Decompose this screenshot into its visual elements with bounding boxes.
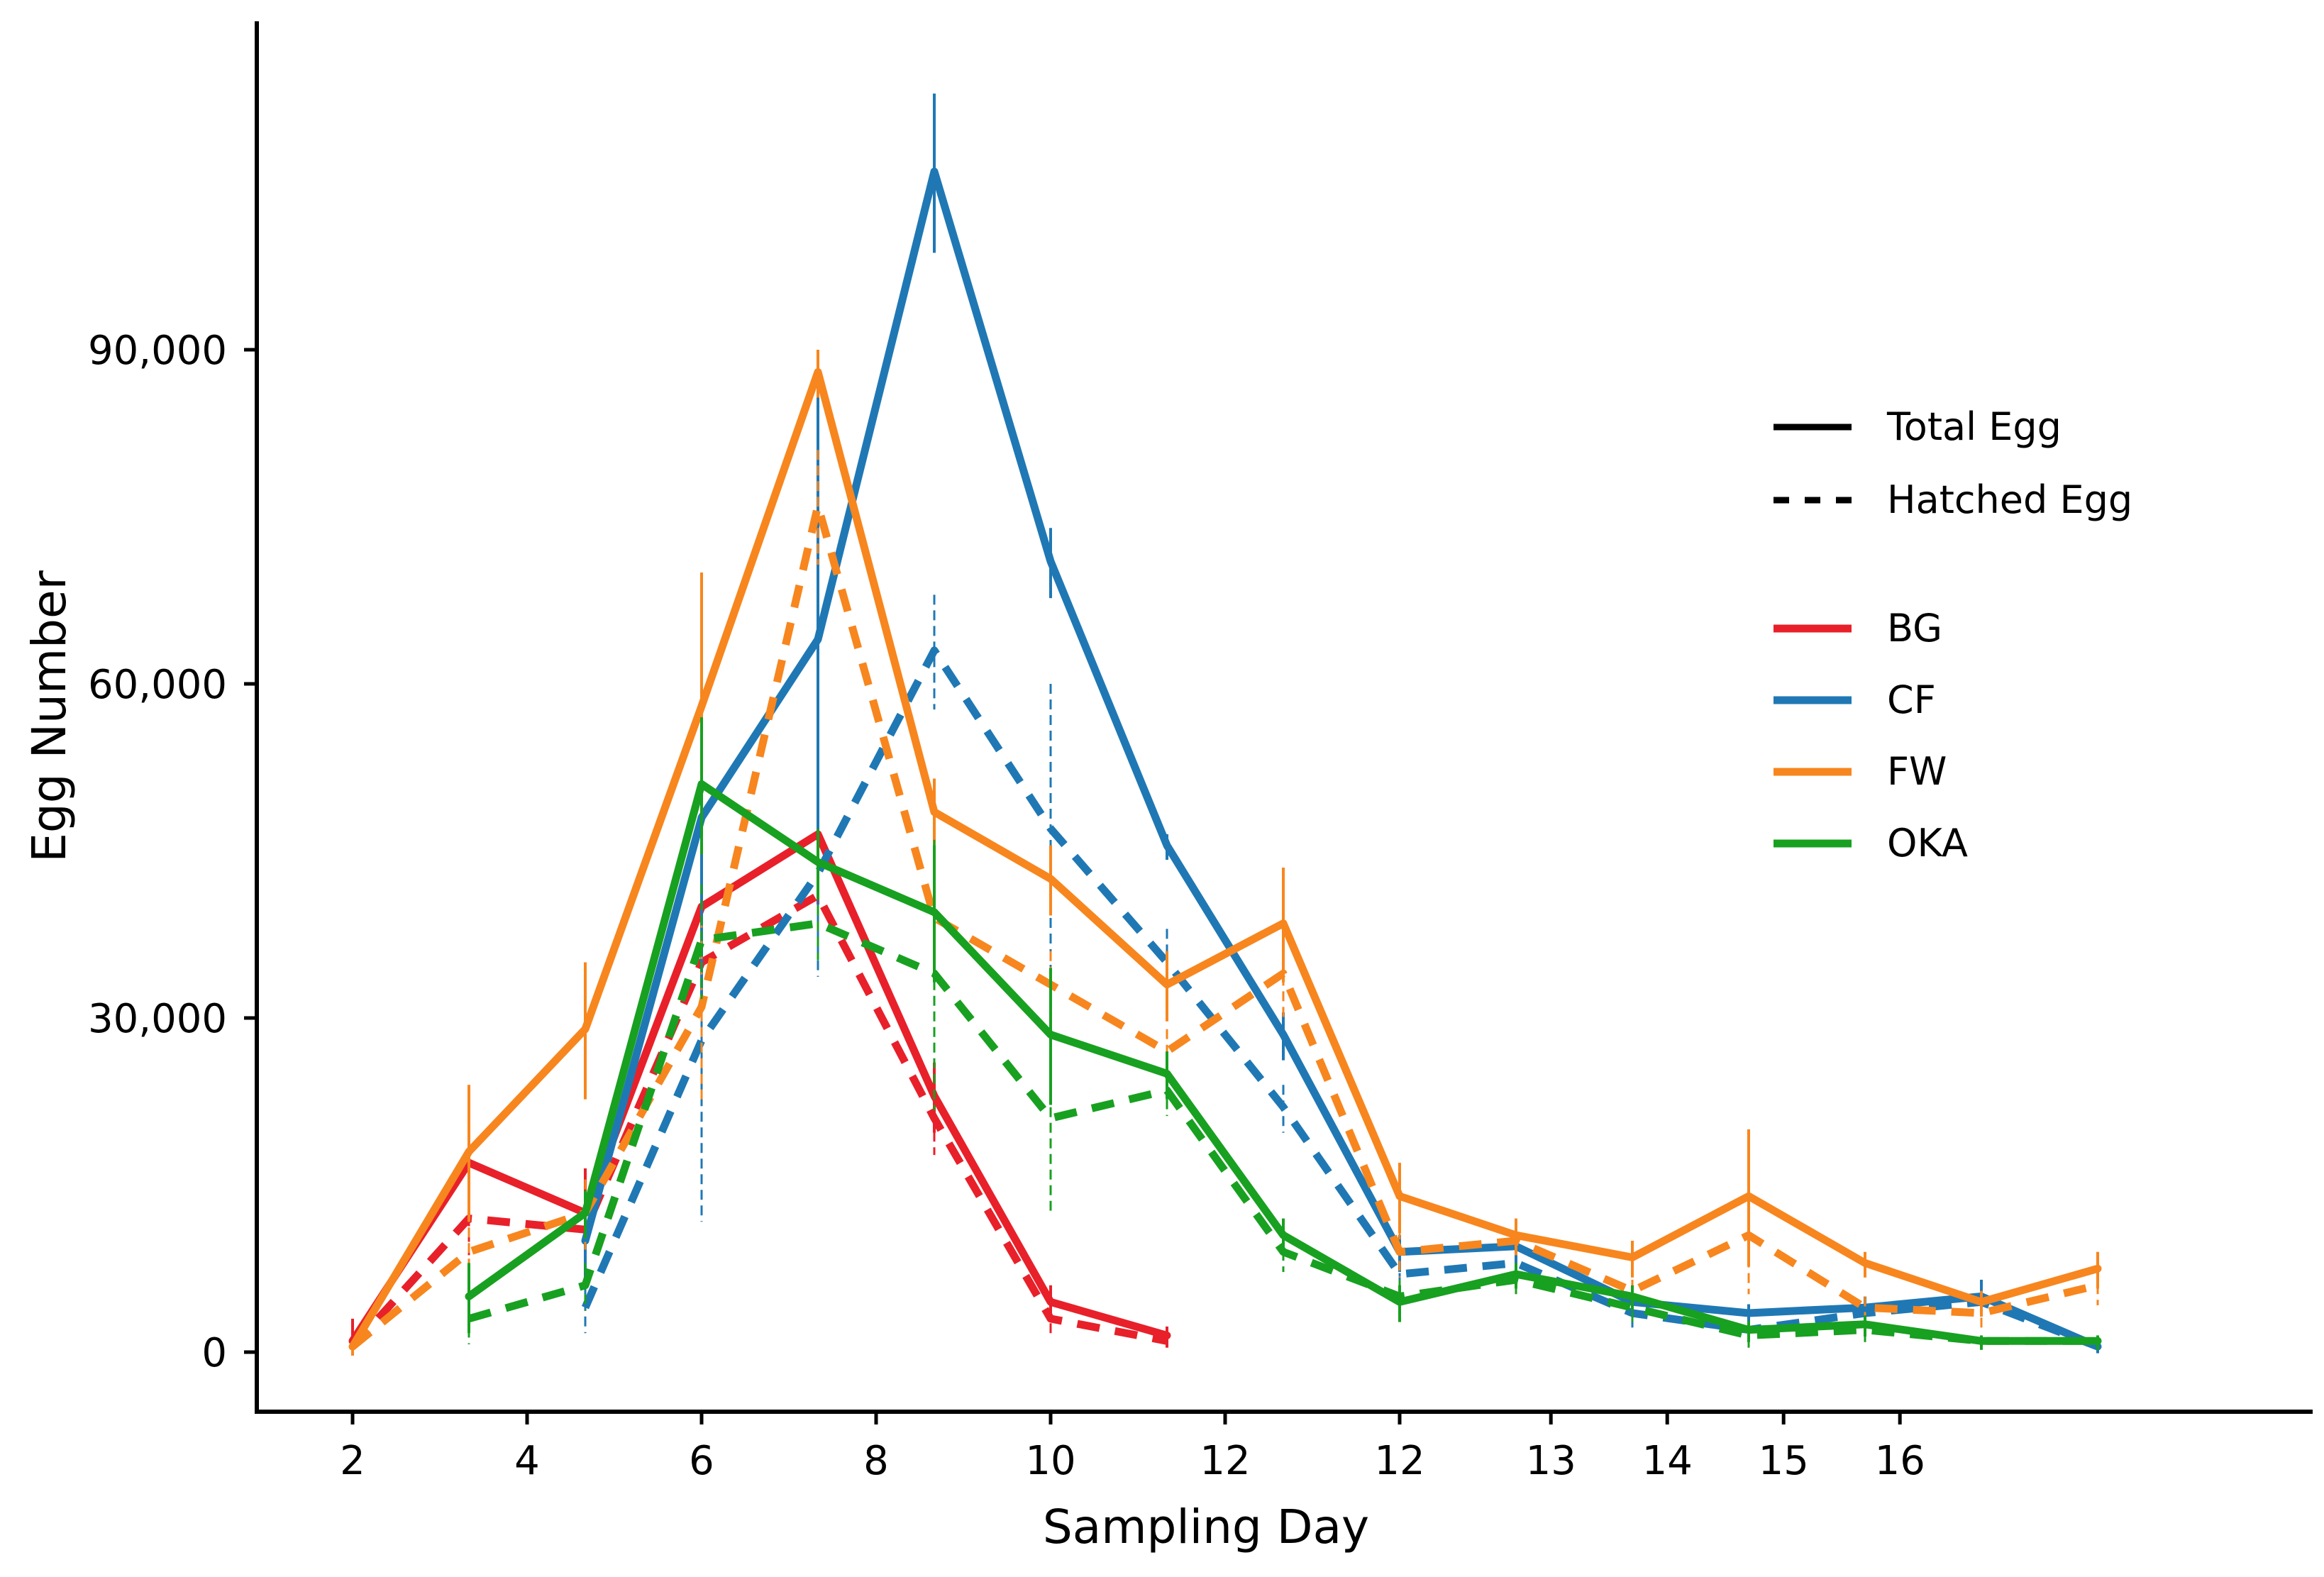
line-cf-total-egg <box>581 167 2102 1351</box>
x-tick-label: 12 <box>1200 1438 1250 1484</box>
axes-layer <box>255 21 2313 1414</box>
series-fw-hatched-egg <box>350 450 2099 1356</box>
y-tick-label: 90,000 <box>88 328 227 374</box>
y-axis-title: Egg Number <box>22 570 77 862</box>
legend-label-cf: CF <box>1887 677 1936 722</box>
legend-label-bg: BG <box>1887 606 1942 651</box>
y-tick-label: 60,000 <box>88 662 227 708</box>
y-tick-label: 30,000 <box>88 996 227 1042</box>
legend: Total Egg Hatched Egg BG CF FW OKA <box>1774 404 2132 865</box>
line-oka-hatched-egg <box>467 919 2098 1345</box>
x-tick-label: 16 <box>1875 1438 1925 1484</box>
x-tick-label: 14 <box>1642 1438 1693 1484</box>
line-bg-hatched-egg <box>349 891 1168 1349</box>
line-cf-hatched-egg <box>581 646 2099 1351</box>
x-tick-label: 2 <box>340 1438 365 1484</box>
x-axis-title: Sampling Day <box>1043 1500 1369 1554</box>
x-tick-label: 10 <box>1025 1438 1075 1484</box>
legend-label-hatched-egg: Hatched Egg <box>1887 477 2132 522</box>
ticks-layer: 2 4 6 8 10 12 12 13 14 15 16 0 30,000 60,000 90,000 <box>88 328 1925 1484</box>
series-cf-total-egg <box>581 93 2102 1354</box>
series-oka-hatched-egg <box>467 839 2099 1350</box>
series-layer <box>348 93 2102 1356</box>
line-bg-total-egg <box>348 830 1171 1345</box>
y-tick-label: 0 <box>201 1330 227 1376</box>
x-tick-label: 4 <box>514 1438 540 1484</box>
series-cf-hatched-egg <box>581 594 2099 1354</box>
x-tick-label: 6 <box>689 1438 714 1484</box>
x-tick-label: 15 <box>1759 1438 1809 1484</box>
series-bg-total-egg <box>348 767 1171 1356</box>
series-bg-hatched-egg <box>349 839 1168 1356</box>
x-tick-label: 12 <box>1374 1438 1424 1484</box>
legend-label-total-egg: Total Egg <box>1886 404 2062 449</box>
line-fw-hatched-egg <box>350 502 2099 1350</box>
x-tick-label: 13 <box>1526 1438 1576 1484</box>
x-tick-label: 8 <box>863 1438 889 1484</box>
legend-label-fw: FW <box>1887 749 1947 794</box>
line-fw-total-egg <box>348 367 2102 1351</box>
legend-label-oka: OKA <box>1887 821 1968 865</box>
